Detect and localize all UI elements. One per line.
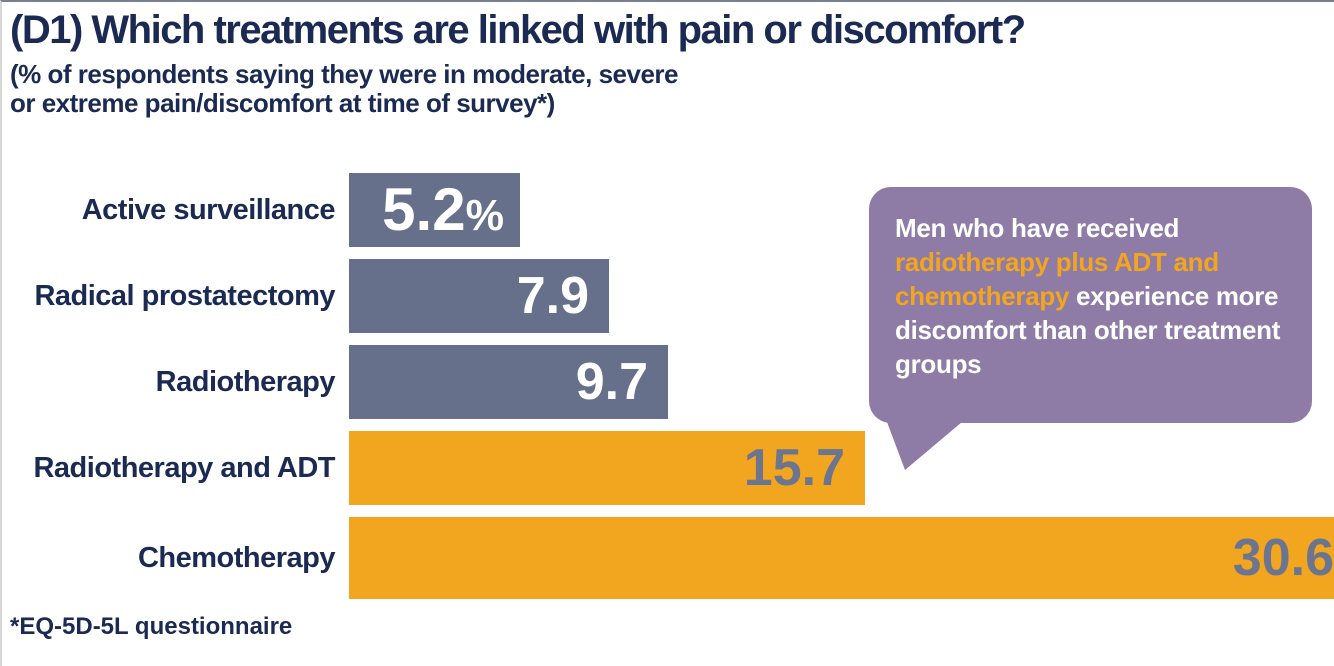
callout-text: experience more discomfort than other tr… bbox=[895, 281, 1281, 379]
category-label: Chemotherapy bbox=[137, 541, 336, 574]
category-label: Active surveillance bbox=[81, 193, 336, 226]
value-label: 30.6 bbox=[1232, 529, 1334, 587]
bar: 5.2% bbox=[349, 173, 520, 247]
value-label: 7.9 bbox=[516, 267, 589, 325]
bar: 30.6 bbox=[349, 517, 1334, 599]
chart-subtitle-line-1: (% of respondents saying they were in mo… bbox=[10, 59, 679, 89]
category-label: Radiotherapy and ADT bbox=[33, 451, 335, 484]
bar-row: Active surveillance 5.2% bbox=[2, 173, 1334, 247]
bar: 7.9 bbox=[349, 259, 609, 333]
value-label: 15.7 bbox=[743, 439, 845, 497]
bar: 15.7 bbox=[349, 431, 865, 505]
bar-row: Radical prostatectomy 7.9 bbox=[2, 259, 1334, 333]
value-label: 5.2% bbox=[382, 176, 504, 243]
callout-highlight-text: radiotherapy plus ADT and chemotherapy bbox=[895, 247, 1219, 311]
bar: 9.7 bbox=[349, 345, 668, 419]
value-suffix: % bbox=[465, 192, 504, 240]
bar-row: Chemotherapy 30.6 bbox=[2, 517, 1334, 599]
footnote: *EQ-5D-5L questionnaire bbox=[10, 613, 293, 640]
chart-subtitle: (% of respondents saying they were in mo… bbox=[10, 59, 679, 118]
callout-tail bbox=[887, 422, 962, 470]
callout-bubble: Men who have received radiotherapy plus … bbox=[869, 187, 1312, 470]
bar-row: Radiotherapy 9.7 bbox=[2, 345, 1334, 419]
chart-subtitle-line-2: or extreme pain/discomfort at time of su… bbox=[10, 88, 555, 118]
callout-text: Men who have received bbox=[895, 213, 1180, 243]
category-label: Radiotherapy bbox=[155, 365, 336, 398]
value-label: 9.7 bbox=[575, 353, 648, 411]
bar-row: Radiotherapy and ADT 15.7 bbox=[2, 431, 1334, 505]
chart-title: (D1) Which treatments are linked with pa… bbox=[10, 8, 1026, 52]
category-label: Radical prostatectomy bbox=[34, 279, 335, 312]
